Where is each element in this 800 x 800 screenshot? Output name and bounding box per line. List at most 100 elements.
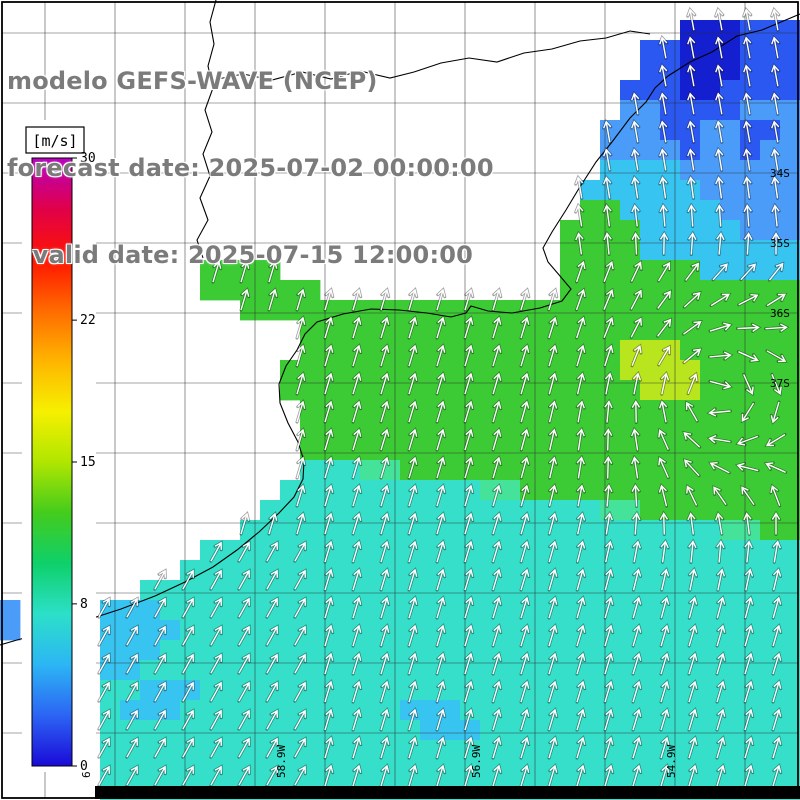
wave-direction-arrow	[182, 737, 194, 758]
field-cell	[720, 140, 741, 161]
wave-direction-arrow	[380, 540, 390, 563]
field-cell	[540, 320, 561, 341]
field-cell	[640, 100, 661, 121]
wave-direction-arrow	[632, 708, 642, 731]
wave-direction-arrow	[631, 344, 642, 367]
wave-direction-arrow	[772, 736, 782, 759]
field-cell	[440, 620, 461, 641]
field-cell	[340, 480, 361, 501]
field-cell	[400, 300, 421, 321]
wave-direction-arrow	[548, 624, 558, 647]
wave-direction-arrow	[436, 540, 446, 563]
field-cell	[720, 340, 741, 361]
coastline	[0, 0, 800, 646]
wave-direction-arrow	[98, 653, 110, 674]
wave-direction-arrow	[324, 652, 334, 675]
field-cell	[660, 680, 681, 701]
wave-direction-arrow	[154, 625, 166, 646]
wave-direction-arrow	[716, 652, 726, 675]
wave-direction-arrow	[736, 462, 759, 472]
wave-direction-arrow	[266, 541, 278, 562]
wave-direction-arrow	[492, 680, 502, 703]
wave-direction-arrow	[380, 372, 390, 395]
wave-direction-arrow	[464, 372, 474, 395]
wave-direction-arrow	[743, 8, 752, 31]
field-cell	[420, 540, 441, 561]
wave-direction-arrow	[631, 484, 640, 507]
wave-direction-arrow	[575, 260, 586, 283]
field-cell	[560, 400, 581, 421]
wave-direction-arrow	[631, 176, 640, 199]
field-cell	[340, 740, 361, 761]
field-cell	[440, 680, 461, 701]
wave-direction-arrow	[659, 92, 668, 115]
field-cell	[720, 720, 741, 741]
field-cell	[220, 560, 241, 581]
field-cell	[520, 380, 541, 401]
field-cell	[340, 360, 361, 381]
wave-direction-arrow	[716, 708, 726, 731]
field-cell	[660, 320, 681, 341]
wave-direction-arrow	[436, 456, 446, 479]
wave-direction-arrow	[436, 736, 446, 759]
model-title: modelo GEFS-WAVE (NCEP)	[7, 67, 378, 95]
field-cell	[440, 380, 461, 401]
wave-direction-arrow	[266, 737, 278, 758]
wave-direction-arrow	[324, 344, 334, 367]
field-cell	[680, 700, 701, 721]
wave-direction-arrow	[520, 680, 530, 703]
wave-direction-arrow	[743, 64, 752, 87]
field-cell	[640, 540, 661, 561]
field-cell	[0, 620, 21, 641]
colorbar-unit-box	[25, 126, 85, 154]
field-cell	[340, 440, 361, 461]
field-cell	[480, 640, 501, 661]
field-cell	[700, 720, 721, 741]
field-cell	[580, 240, 601, 261]
wave-direction-arrow	[632, 764, 642, 787]
field-cell	[640, 720, 661, 741]
field-cell	[280, 680, 301, 701]
wave-direction-arrow	[765, 462, 786, 473]
field-cell	[760, 420, 781, 441]
wave-direction-arrow	[436, 568, 446, 591]
field-cell	[260, 760, 281, 781]
wave-direction-arrow	[210, 653, 222, 674]
wave-direction-arrow	[266, 625, 278, 646]
wave-direction-arrow	[630, 317, 642, 338]
wave-direction-arrow	[736, 435, 759, 446]
wave-direction-arrow	[604, 568, 614, 591]
wave-direction-arrow	[182, 765, 194, 786]
colorbar-unit-label: [m/s]	[32, 132, 77, 150]
field-cell	[760, 20, 781, 41]
wave-direction-arrow	[659, 204, 668, 227]
field-cell	[760, 760, 781, 781]
field-cell	[720, 320, 741, 341]
wave-direction-arrow	[683, 431, 701, 448]
wave-direction-arrow	[687, 64, 696, 87]
field-cell	[700, 700, 721, 721]
field-cell	[760, 720, 781, 741]
wave-direction-arrow	[660, 736, 670, 759]
wave-direction-arrow	[771, 232, 781, 255]
field-cell	[360, 640, 381, 661]
wave-direction-arrow	[436, 708, 446, 731]
latitude-label: 35S	[770, 237, 790, 250]
wave-direction-arrow	[576, 764, 586, 787]
field-cell	[780, 100, 800, 121]
field-cell	[360, 760, 381, 781]
wave-direction-arrow	[715, 512, 724, 535]
field-cell	[200, 540, 221, 561]
wave-direction-arrow	[154, 597, 166, 618]
field-cell	[720, 700, 741, 721]
field-cell	[480, 360, 501, 381]
wave-direction-arrow	[294, 765, 306, 786]
field-cell	[780, 680, 800, 701]
field-cell	[700, 540, 721, 561]
field-cell	[540, 300, 561, 321]
wave-direction-arrow	[520, 764, 530, 787]
field-cell	[300, 280, 321, 301]
field-cell	[620, 300, 641, 321]
wave-direction-arrow	[520, 344, 530, 367]
field-cell	[500, 380, 521, 401]
